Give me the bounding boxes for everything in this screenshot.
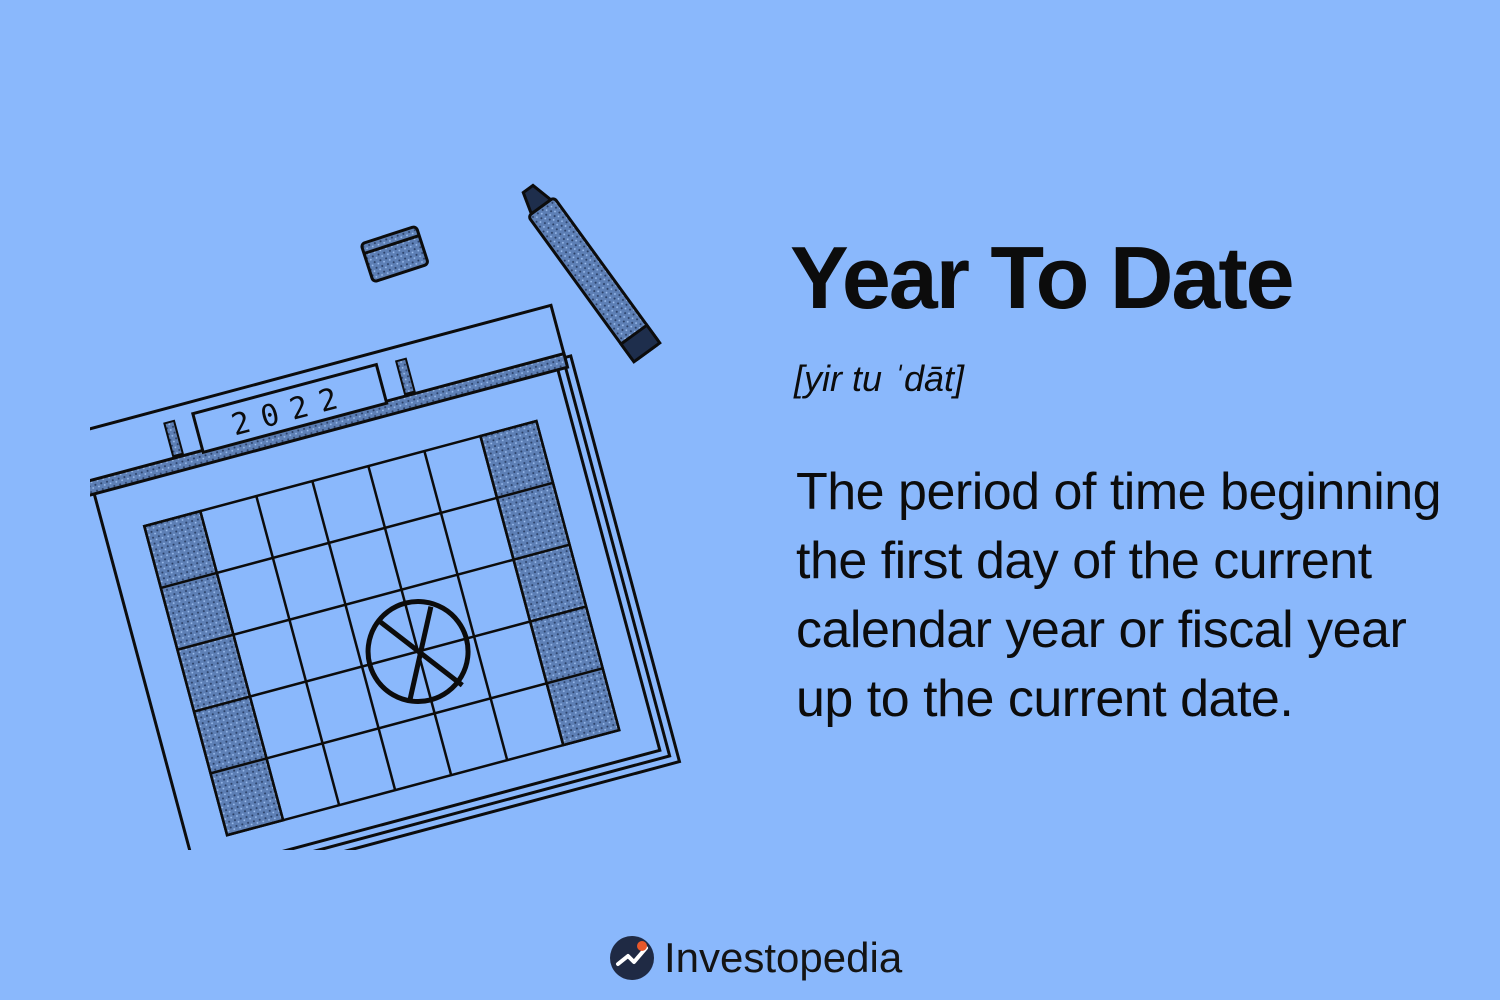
calendar-icon: 2022 (90, 303, 682, 850)
brand: Investopedia (608, 930, 902, 986)
calendar-illustration: 2022 (90, 183, 682, 850)
term-title: Year To Date (790, 228, 1295, 327)
investopedia-logo-icon (610, 936, 654, 980)
marker-icon (521, 183, 662, 364)
pronunciation: [yir tu ˈdāt] (794, 358, 965, 399)
definition-text: The period of time beginning the first d… (796, 463, 1442, 728)
brand-name: Investopedia (664, 934, 903, 981)
marker-cap-icon (360, 225, 429, 283)
crossed-circle-icon (365, 599, 471, 705)
